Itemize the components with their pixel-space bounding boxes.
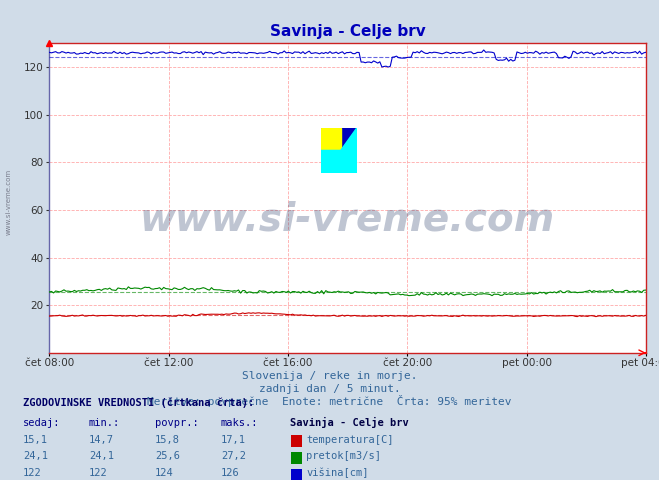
Text: ZGODOVINSKE VREDNOSTI (črtkana črta):: ZGODOVINSKE VREDNOSTI (črtkana črta): [23,397,254,408]
Text: temperatura[C]: temperatura[C] [306,434,394,444]
Text: Slovenija / reke in morje.: Slovenija / reke in morje. [242,371,417,381]
Text: 14,7: 14,7 [89,434,114,444]
Text: pretok[m3/s]: pretok[m3/s] [306,451,382,461]
Text: www.si-vreme.com: www.si-vreme.com [5,168,11,235]
Text: 15,1: 15,1 [23,434,48,444]
Text: 122: 122 [89,468,107,478]
Text: 122: 122 [23,468,42,478]
Text: 124: 124 [155,468,173,478]
Text: 15,8: 15,8 [155,434,180,444]
Title: Savinja - Celje brv: Savinja - Celje brv [270,24,426,39]
Text: povpr.:: povpr.: [155,418,198,428]
Polygon shape [321,128,357,173]
Text: zadnji dan / 5 minut.: zadnji dan / 5 minut. [258,384,401,394]
Text: višina[cm]: višina[cm] [306,468,369,478]
Text: 27,2: 27,2 [221,451,246,461]
Text: maks.:: maks.: [221,418,258,428]
Text: 17,1: 17,1 [221,434,246,444]
Text: Meritve: povprečne  Enote: metrične  Črta: 95% meritev: Meritve: povprečne Enote: metrične Črta:… [147,395,512,407]
Text: sedaj:: sedaj: [23,418,61,428]
Text: min.:: min.: [89,418,120,428]
Text: 24,1: 24,1 [23,451,48,461]
Polygon shape [321,128,341,150]
Text: www.si-vreme.com: www.si-vreme.com [140,201,556,239]
Text: 126: 126 [221,468,239,478]
Text: 25,6: 25,6 [155,451,180,461]
Text: 24,1: 24,1 [89,451,114,461]
Text: Savinja - Celje brv: Savinja - Celje brv [290,417,409,428]
